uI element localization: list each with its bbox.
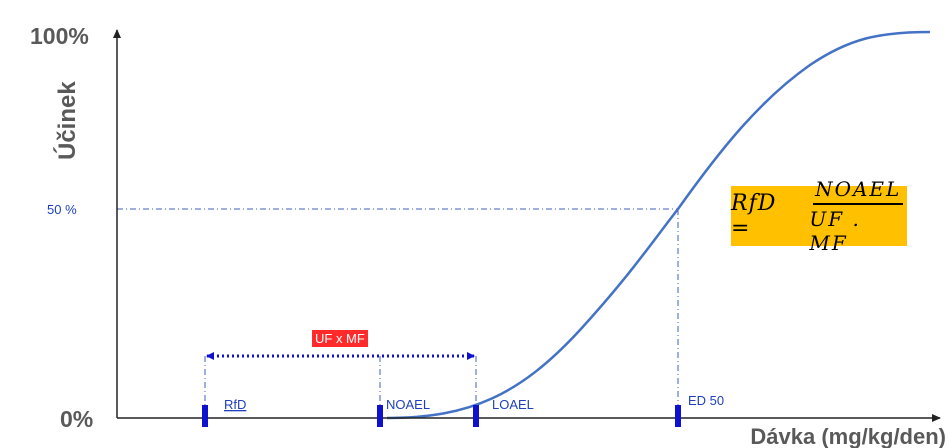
y-axis-title: Účinek — [53, 81, 81, 160]
y-tick-0: 0% — [60, 406, 93, 432]
y-tick-50: 50 % — [47, 202, 77, 217]
y-tick-100: 100% — [30, 23, 89, 49]
ed50-marker — [675, 405, 681, 427]
formula-fraction: NOAEL UF . MF — [809, 177, 907, 255]
uf-mf-range-label: UF x MF — [312, 330, 368, 347]
noael-label: NOAEL — [386, 397, 430, 412]
ed50-label: ED 50 — [688, 393, 724, 408]
formula-numerator: NOAEL — [813, 177, 903, 205]
rfd-marker — [202, 405, 208, 427]
rfd-label: RfD — [224, 397, 246, 412]
rfd-formula-box: RfD = NOAEL UF . MF — [731, 186, 907, 246]
formula-lhs: RfD = — [731, 191, 803, 241]
loael-marker — [473, 405, 479, 427]
formula-denominator: UF . MF — [809, 205, 907, 255]
loael-label: LOAEL — [492, 397, 534, 412]
noael-marker — [377, 405, 383, 427]
x-axis-title: Dávka (mg/kg/den) — [750, 424, 946, 448]
